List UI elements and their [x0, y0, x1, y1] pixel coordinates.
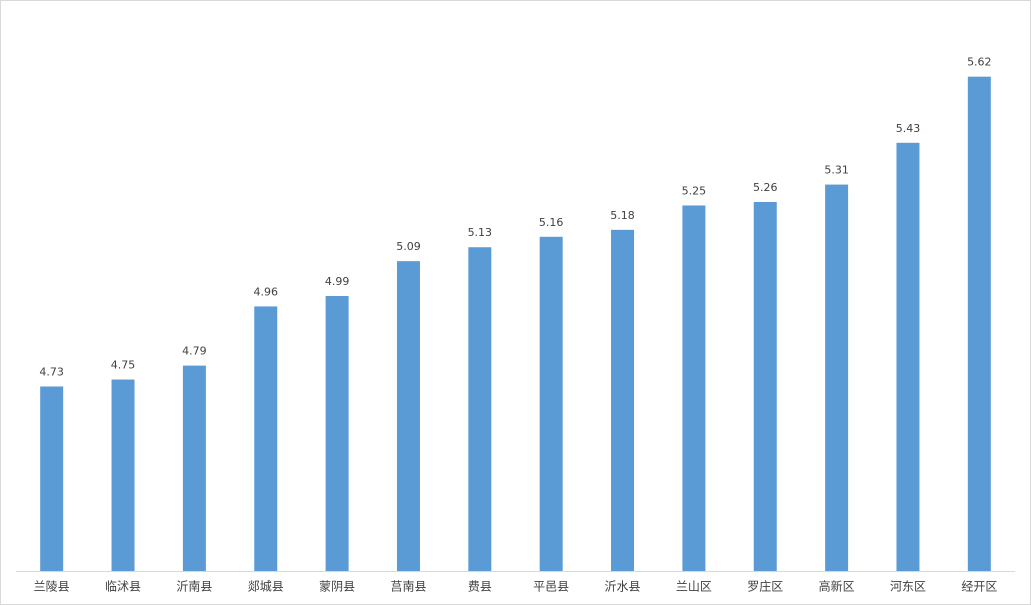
bar [825, 184, 849, 572]
data-label: 4.96 [254, 285, 279, 298]
bar [611, 229, 635, 571]
data-label: 5.43 [896, 122, 921, 135]
bar [111, 379, 135, 571]
x-tick-label: 罗庄区 [747, 579, 783, 594]
x-tick-label: 莒南县 [390, 579, 426, 594]
data-label: 4.99 [325, 275, 350, 288]
bar [254, 306, 278, 571]
x-tick-label: 费县 [468, 580, 492, 594]
data-label: 5.16 [539, 216, 564, 229]
x-tick-label: 蒙阴县 [319, 580, 355, 594]
bar [896, 142, 920, 571]
bar [325, 295, 349, 571]
data-label: 5.13 [468, 226, 493, 239]
bar [40, 386, 64, 571]
x-tick-label: 经开区 [961, 580, 997, 594]
data-label: 5.26 [753, 181, 778, 194]
bar [182, 365, 206, 571]
data-label: 5.62 [967, 56, 992, 69]
x-tick-label: 沂南县 [176, 579, 212, 594]
x-tick-label: 平邑县 [533, 580, 569, 594]
bar [967, 76, 991, 571]
x-tick-label: 临沭县 [105, 580, 141, 594]
data-label: 5.18 [610, 209, 635, 222]
data-label: 4.73 [39, 365, 64, 378]
bar [753, 201, 777, 572]
bar [539, 236, 563, 572]
x-tick-label: 沂水县 [605, 580, 641, 594]
bar [396, 261, 420, 571]
bar [468, 247, 492, 571]
data-label: 4.75 [111, 359, 136, 372]
x-tick-label: 郯城县 [248, 580, 284, 594]
data-label: 5.09 [396, 240, 421, 253]
data-label: 5.31 [824, 164, 849, 177]
x-tick-label: 兰山区 [676, 580, 712, 594]
data-label: 4.79 [182, 345, 207, 358]
x-tick-label: 兰陵县 [34, 580, 70, 594]
data-label: 5.25 [682, 184, 707, 197]
bar [682, 205, 706, 571]
x-tick-label: 高新区 [819, 579, 855, 594]
x-tick-label: 河东区 [890, 580, 926, 594]
